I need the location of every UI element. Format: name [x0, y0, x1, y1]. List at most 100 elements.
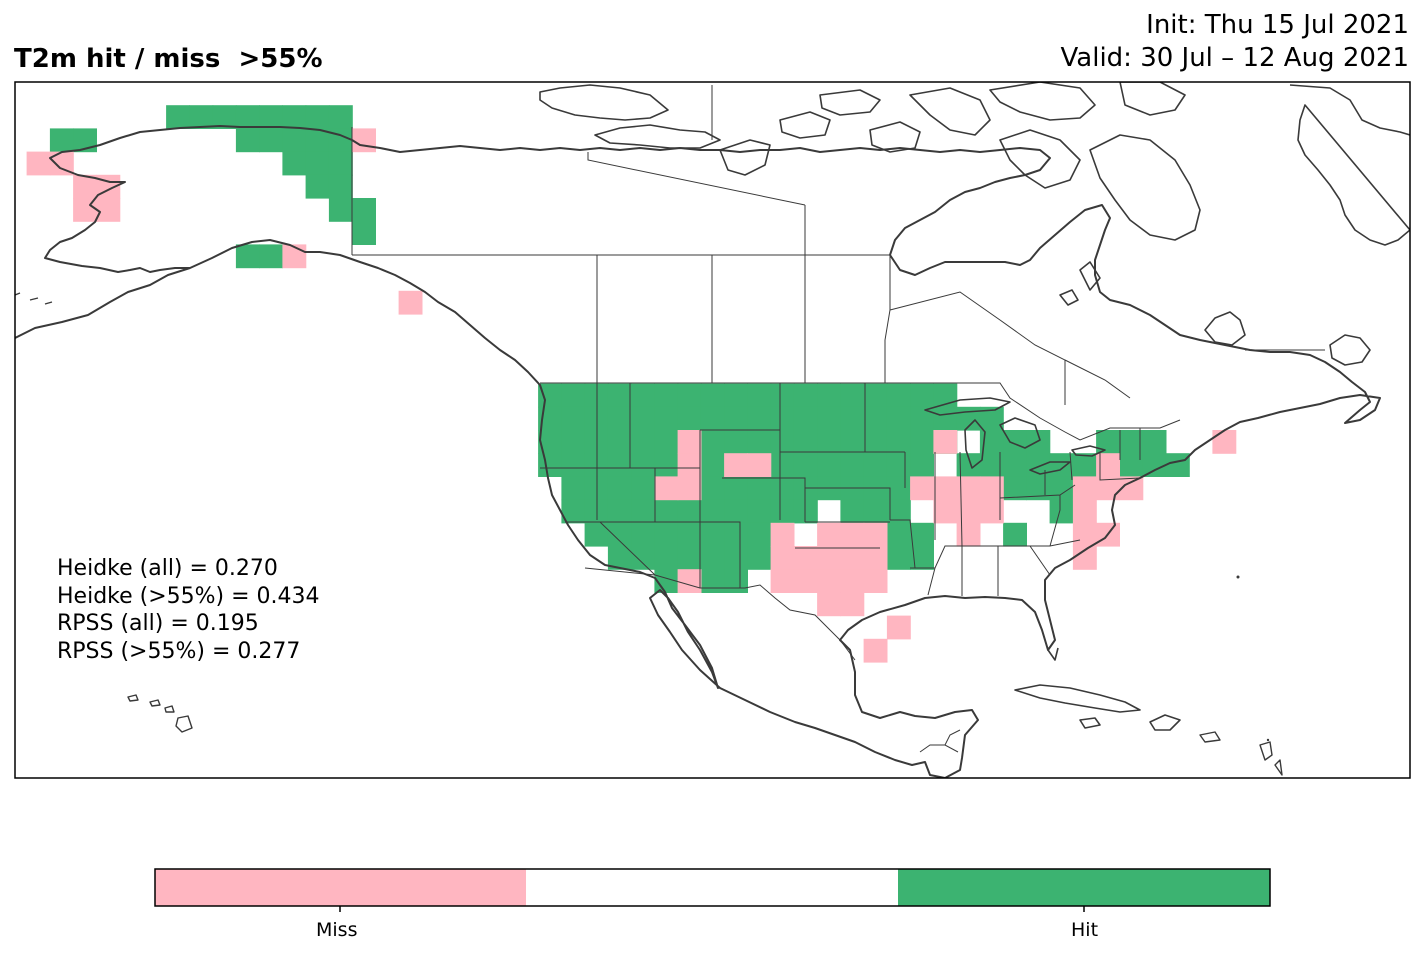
hit-cell	[328, 198, 353, 222]
miss-cell	[352, 128, 376, 153]
miss-cell	[49, 151, 74, 176]
hit-cell	[607, 476, 632, 501]
hit-cell	[770, 453, 795, 477]
hit-cell	[910, 546, 934, 570]
miss-cell	[724, 453, 748, 477]
hit-cell	[724, 569, 748, 593]
hit-cell	[724, 546, 748, 570]
hit-cell	[631, 406, 655, 431]
hit-cell	[770, 430, 795, 454]
hit-cell	[910, 453, 934, 477]
miss-cell	[886, 615, 911, 640]
hit-cell	[1072, 453, 1097, 477]
hit-cell	[886, 383, 911, 408]
hit-cell	[793, 383, 818, 408]
hit-cell	[259, 105, 283, 129]
hit-cell	[607, 546, 632, 570]
hit-cell	[654, 383, 679, 408]
miss-cell	[770, 569, 795, 593]
hit-cell	[1142, 453, 1167, 477]
hit-cell	[1003, 522, 1027, 547]
hit-cell	[910, 383, 934, 408]
hit-cell	[561, 476, 586, 501]
hit-cell	[1026, 430, 1051, 454]
miss-cell	[1072, 522, 1097, 547]
hit-cell	[979, 430, 1004, 454]
miss-cell	[956, 499, 981, 524]
hit-cell	[538, 453, 562, 477]
hit-cell	[933, 406, 958, 431]
hit-cell	[840, 453, 865, 477]
miss-cell	[840, 546, 865, 570]
hit-cell	[305, 151, 330, 176]
hit-cell	[166, 105, 190, 129]
hit-cell	[700, 406, 725, 431]
hit-cell	[793, 406, 818, 431]
hit-cell	[1026, 476, 1051, 501]
hit-cell	[747, 546, 772, 570]
hit-cell	[282, 105, 307, 129]
forecast-cells	[26, 105, 1237, 663]
hit-cell	[607, 406, 632, 431]
hit-cell	[886, 406, 911, 431]
valid-period: Valid: 30 Jul – 12 Aug 2021	[1060, 43, 1409, 73]
hit-cell	[631, 522, 655, 547]
hit-cell	[1119, 430, 1144, 454]
hit-cell	[793, 499, 818, 524]
hit-cell	[305, 128, 330, 153]
map-frame	[14, 81, 1411, 779]
hit-cell	[561, 383, 586, 408]
colorbar-neutral-segment	[526, 869, 898, 906]
hit-cell	[352, 221, 376, 245]
hit-cell	[259, 244, 283, 269]
miss-cell	[1096, 476, 1120, 501]
heidke-55-stat: Heidke (>55%) = 0.434	[57, 584, 320, 609]
hit-cell	[631, 383, 655, 408]
hit-cell	[538, 430, 562, 454]
miss-cell	[677, 476, 702, 501]
hit-cell	[933, 383, 958, 408]
colorbar-hit-segment	[898, 869, 1270, 906]
hit-cell	[700, 430, 725, 454]
hit-cell	[747, 406, 772, 431]
hit-cell	[863, 406, 888, 431]
island-markers	[1236, 575, 1270, 742]
miss-cell	[770, 546, 795, 570]
hit-cell	[793, 453, 818, 477]
miss-cell	[73, 174, 97, 199]
miss-cell	[1119, 476, 1144, 501]
hit-cell	[770, 476, 795, 501]
hit-cell	[328, 105, 353, 129]
hit-cell	[631, 453, 655, 477]
miss-cell	[793, 546, 818, 570]
miss-cell	[979, 476, 1004, 501]
miss-cell	[677, 430, 702, 454]
hit-cell	[886, 430, 911, 454]
miss-cell	[863, 569, 888, 593]
country-borders	[540, 382, 1181, 441]
hit-cell	[1003, 453, 1027, 477]
hit-cell	[886, 453, 911, 477]
miss-cell	[817, 546, 841, 570]
miss-cell	[1096, 453, 1120, 477]
hit-cell	[700, 546, 725, 570]
hit-cell	[352, 198, 376, 222]
hit-cell	[910, 430, 934, 454]
hit-cell	[305, 174, 330, 199]
hit-cell	[189, 105, 214, 129]
hit-cell	[979, 406, 1004, 431]
miss-cell	[863, 546, 888, 570]
miss-cell	[863, 638, 888, 663]
hit-cell	[1003, 430, 1027, 454]
hit-cell	[654, 453, 679, 477]
hit-cell	[724, 522, 748, 547]
miss-cell	[654, 476, 679, 501]
hit-cell	[724, 430, 748, 454]
hit-cell	[235, 105, 260, 129]
hit-cell	[747, 522, 772, 547]
hit-cell	[863, 453, 888, 477]
miss-cell	[840, 522, 865, 547]
hit-cell	[817, 430, 841, 454]
miss-cell	[770, 522, 795, 547]
map-title: T2m hit / miss >55%	[14, 44, 323, 74]
